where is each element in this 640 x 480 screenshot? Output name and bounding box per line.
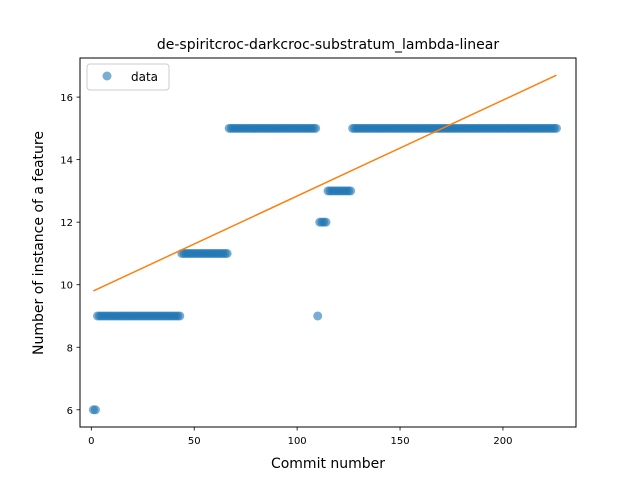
data-point xyxy=(175,311,185,321)
x-tick-label: 200 xyxy=(493,436,512,447)
axes: 0 50 100 150 200 6 8 10 12 14 16 xyxy=(60,57,577,447)
x-tick-label: 0 xyxy=(88,436,94,447)
data-point xyxy=(222,248,232,258)
legend-marker xyxy=(102,71,112,81)
y-tick-label: 12 xyxy=(60,218,73,229)
legend-label-data: data xyxy=(131,70,158,84)
y-tick-label: 16 xyxy=(60,93,73,104)
x-tick-label: 50 xyxy=(188,436,201,447)
data-point xyxy=(313,311,323,321)
fit-line xyxy=(93,74,557,292)
y-tick-label: 10 xyxy=(60,281,73,292)
x-tick-label: 150 xyxy=(390,436,409,447)
y-tick-label: 14 xyxy=(60,156,73,167)
data-point xyxy=(311,123,321,133)
legend: data xyxy=(86,63,170,91)
x-tick-label: 100 xyxy=(288,436,307,447)
y-tick-label: 8 xyxy=(67,343,73,354)
chart-title: de-spiritcroc-darkcroc-substratum_lambda… xyxy=(157,37,500,53)
data-point xyxy=(321,217,331,227)
data-point xyxy=(346,186,356,196)
y-tick-label: 6 xyxy=(67,406,73,417)
axes-frame xyxy=(79,57,577,428)
data-point xyxy=(551,123,561,133)
plot-area xyxy=(88,74,561,415)
data-point xyxy=(90,405,100,415)
x-axis-label: Commit number xyxy=(271,456,385,472)
y-axis-label: Number of instance of a feature xyxy=(31,131,47,355)
legend-box xyxy=(86,63,170,91)
